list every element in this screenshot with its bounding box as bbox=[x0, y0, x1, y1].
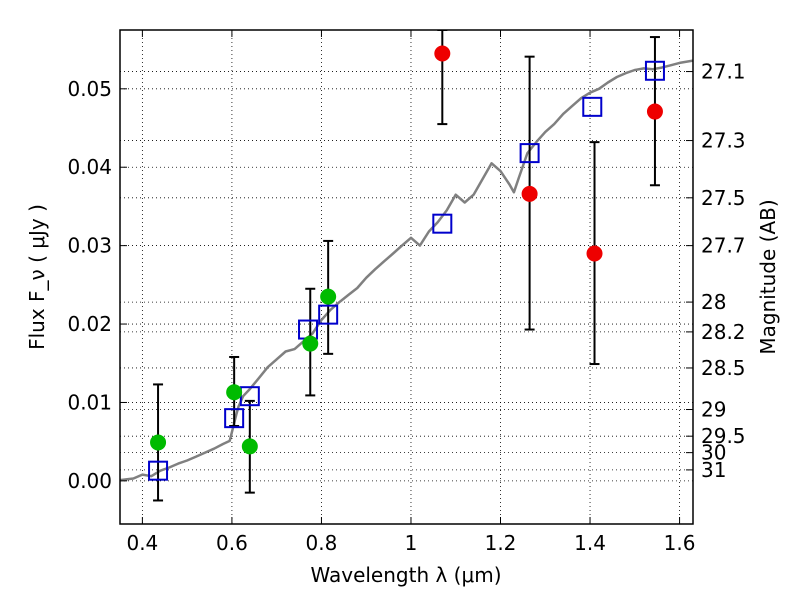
observed-flux-point bbox=[302, 335, 319, 352]
y2-tick-label: 27.3 bbox=[701, 129, 746, 153]
y-tick-label: 0.02 bbox=[67, 312, 112, 336]
observed-flux-point bbox=[241, 438, 258, 455]
y-axis-label: Flux F_ν ( μJy ) bbox=[25, 204, 49, 350]
y2-tick-label: 27.5 bbox=[701, 186, 746, 210]
y2-tick-label: 27.1 bbox=[701, 60, 746, 84]
observed-flux-point bbox=[586, 245, 603, 262]
x-tick-label: 0.8 bbox=[306, 531, 338, 555]
y-tick-label: 0.05 bbox=[67, 77, 112, 101]
y2-tick-label: 30 bbox=[701, 441, 726, 465]
observed-flux-point bbox=[226, 384, 243, 401]
y2-tick-label: 31 bbox=[701, 458, 726, 482]
y2-tick-label: 28 bbox=[701, 290, 726, 314]
y2-tick-label: 28.2 bbox=[701, 320, 746, 344]
x-axis-ticks: 0.4 0.6 0.8 1 1.2 1.4 1.6 bbox=[126, 30, 695, 555]
model-flux-square bbox=[519, 143, 540, 164]
y-tick-label: 0.00 bbox=[67, 469, 112, 493]
model-flux-square bbox=[582, 96, 603, 117]
x-tick-label: 1.6 bbox=[664, 531, 696, 555]
y-axis-ticks: 0.00 0.01 0.02 0.03 0.04 0.05 bbox=[67, 77, 127, 493]
model-flux-square bbox=[224, 408, 245, 429]
observed-flux-point bbox=[434, 45, 451, 62]
model-flux-square bbox=[432, 213, 453, 234]
observed-flux-point bbox=[521, 185, 538, 202]
y2-tick-label: 29 bbox=[701, 398, 726, 422]
model-flux-square bbox=[148, 460, 169, 481]
y2-tick-label: 27.7 bbox=[701, 234, 746, 258]
y2-tick-label: 28.5 bbox=[701, 356, 746, 380]
observed-flux-point bbox=[646, 103, 663, 120]
grid-lines bbox=[120, 30, 693, 524]
y-tick-label: 0.04 bbox=[67, 155, 112, 179]
x-axis-label: Wavelength λ (μm) bbox=[310, 563, 501, 587]
y-tick-label: 0.03 bbox=[67, 234, 112, 258]
plot-area bbox=[120, 30, 693, 502]
x-tick-label: 0.6 bbox=[216, 531, 248, 555]
y-tick-label: 0.01 bbox=[67, 390, 112, 414]
x-tick-label: 0.4 bbox=[126, 531, 158, 555]
plot-frame bbox=[119, 29, 694, 525]
y2-axis-label: Magnitude (AB) bbox=[756, 199, 780, 354]
observed-flux-point bbox=[150, 434, 167, 451]
x-tick-label: 1.4 bbox=[574, 531, 606, 555]
model-spectrum-line bbox=[120, 59, 693, 482]
model-flux-square bbox=[644, 60, 665, 81]
model-flux-square bbox=[318, 304, 339, 325]
y2-tick-label: 29.5 bbox=[701, 424, 746, 448]
x-tick-label: 1 bbox=[405, 531, 418, 555]
x-tick-label: 1.2 bbox=[485, 531, 517, 555]
observed-flux-point bbox=[320, 288, 337, 305]
